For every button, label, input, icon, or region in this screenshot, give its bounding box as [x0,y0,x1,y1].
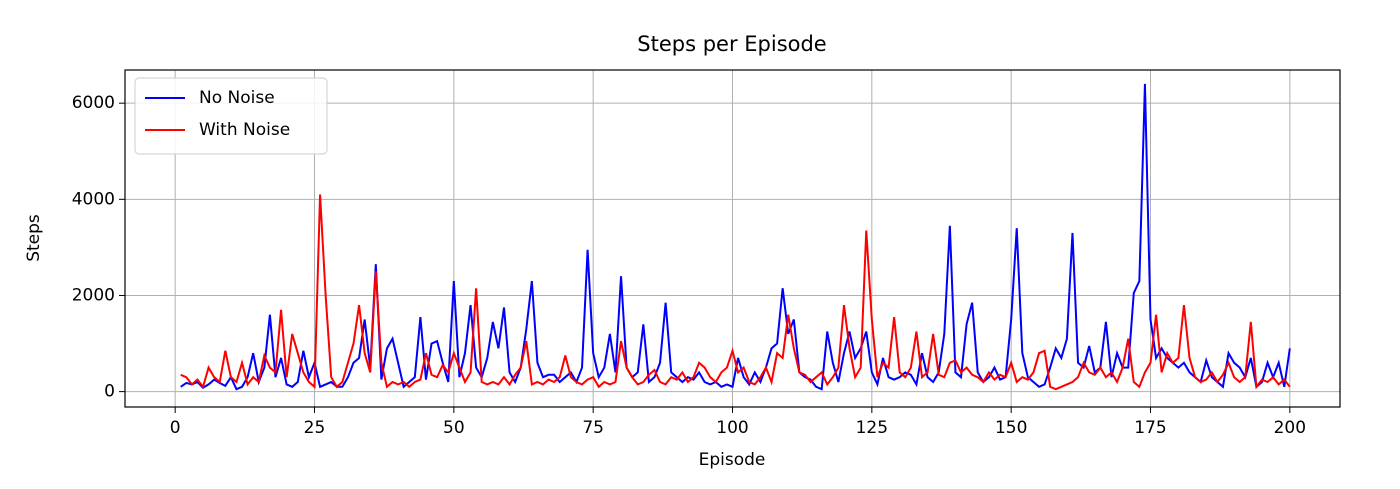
x-tick-label: 175 [1134,418,1166,438]
x-tick-label: 125 [856,418,888,438]
x-tick-label: 0 [170,418,181,438]
chart-title: Steps per Episode [637,32,826,56]
x-tick-label: 100 [716,418,748,438]
legend: No Noise With Noise [134,77,328,155]
x-tick-label: 25 [304,418,326,438]
y-tick-label: 0 [104,382,115,402]
y-tick-label: 6000 [72,93,115,113]
data-line [180,194,1291,391]
x-tick-label: 150 [995,418,1027,438]
y-tick-label: 2000 [72,285,115,305]
x-tick-label: 50 [443,418,465,438]
plot-frame [124,69,1341,408]
legend-label: With Noise [199,120,290,140]
y-axis-label: Steps [24,214,44,262]
legend-label: No Noise [199,88,275,108]
x-tick-label: 75 [582,418,604,438]
x-axis-label: Episode [699,450,766,470]
data-line [180,83,1291,391]
y-tick-label: 4000 [72,189,115,209]
x-tick-label: 200 [1274,418,1306,438]
